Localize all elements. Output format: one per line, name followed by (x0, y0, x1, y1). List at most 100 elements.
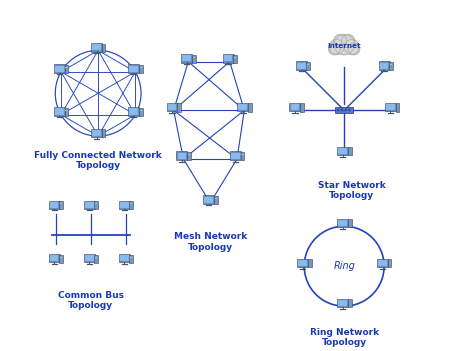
FancyBboxPatch shape (59, 255, 63, 263)
FancyBboxPatch shape (335, 107, 354, 113)
FancyBboxPatch shape (378, 260, 387, 266)
FancyBboxPatch shape (182, 55, 191, 61)
FancyBboxPatch shape (178, 153, 186, 159)
FancyBboxPatch shape (129, 201, 133, 209)
FancyBboxPatch shape (49, 200, 60, 209)
FancyBboxPatch shape (308, 259, 311, 267)
FancyBboxPatch shape (187, 152, 191, 160)
FancyBboxPatch shape (192, 55, 196, 63)
FancyBboxPatch shape (49, 254, 60, 263)
FancyBboxPatch shape (389, 62, 393, 70)
FancyBboxPatch shape (102, 129, 106, 137)
FancyBboxPatch shape (139, 108, 143, 116)
FancyBboxPatch shape (300, 104, 304, 112)
Text: Star Network
Topology: Star Network Topology (318, 181, 385, 200)
Text: Common Bus
Topology: Common Bus Topology (58, 291, 124, 310)
FancyBboxPatch shape (128, 64, 139, 73)
Text: Mesh Network
Topology: Mesh Network Topology (173, 232, 247, 252)
Text: Ring: Ring (333, 261, 355, 271)
FancyBboxPatch shape (50, 256, 58, 261)
FancyBboxPatch shape (129, 108, 138, 114)
FancyBboxPatch shape (84, 254, 95, 263)
FancyBboxPatch shape (177, 104, 181, 112)
FancyBboxPatch shape (50, 202, 58, 207)
FancyBboxPatch shape (234, 57, 236, 58)
FancyBboxPatch shape (241, 154, 244, 155)
FancyBboxPatch shape (94, 255, 98, 263)
FancyBboxPatch shape (337, 219, 348, 227)
FancyBboxPatch shape (139, 65, 143, 73)
Circle shape (328, 43, 340, 55)
FancyBboxPatch shape (65, 108, 68, 116)
Text: Fully Connected Network
Topology: Fully Connected Network Topology (34, 151, 162, 170)
FancyBboxPatch shape (65, 65, 68, 73)
FancyBboxPatch shape (307, 64, 309, 65)
Circle shape (349, 110, 350, 111)
FancyBboxPatch shape (338, 148, 347, 154)
FancyBboxPatch shape (338, 220, 347, 226)
FancyBboxPatch shape (337, 147, 348, 155)
Circle shape (348, 43, 360, 55)
FancyBboxPatch shape (297, 63, 306, 69)
FancyBboxPatch shape (188, 154, 190, 155)
FancyBboxPatch shape (167, 103, 178, 112)
Circle shape (341, 110, 343, 111)
FancyBboxPatch shape (348, 147, 352, 155)
Circle shape (341, 34, 355, 48)
Circle shape (334, 34, 354, 55)
Circle shape (345, 110, 346, 111)
FancyBboxPatch shape (84, 200, 95, 209)
FancyBboxPatch shape (241, 152, 244, 160)
FancyBboxPatch shape (120, 256, 128, 261)
FancyBboxPatch shape (307, 62, 310, 70)
FancyBboxPatch shape (92, 44, 101, 50)
FancyBboxPatch shape (192, 57, 195, 58)
FancyBboxPatch shape (224, 55, 233, 61)
Circle shape (334, 34, 347, 48)
FancyBboxPatch shape (337, 299, 348, 307)
FancyBboxPatch shape (296, 61, 307, 70)
FancyBboxPatch shape (396, 104, 399, 112)
FancyBboxPatch shape (120, 202, 128, 207)
FancyBboxPatch shape (119, 254, 130, 263)
FancyBboxPatch shape (388, 259, 392, 267)
FancyBboxPatch shape (204, 197, 213, 203)
FancyBboxPatch shape (181, 54, 192, 63)
Text: Ring Network
Topology: Ring Network Topology (310, 328, 379, 347)
FancyBboxPatch shape (230, 151, 241, 160)
FancyBboxPatch shape (231, 153, 240, 159)
FancyBboxPatch shape (140, 67, 142, 68)
FancyBboxPatch shape (140, 110, 142, 111)
FancyBboxPatch shape (390, 64, 392, 65)
FancyBboxPatch shape (60, 257, 62, 258)
FancyBboxPatch shape (128, 107, 139, 116)
FancyBboxPatch shape (55, 108, 64, 114)
FancyBboxPatch shape (91, 128, 102, 137)
FancyBboxPatch shape (290, 103, 301, 112)
Circle shape (344, 40, 359, 54)
FancyBboxPatch shape (348, 222, 351, 223)
FancyBboxPatch shape (238, 104, 247, 110)
FancyBboxPatch shape (65, 67, 67, 68)
FancyBboxPatch shape (129, 66, 138, 72)
Circle shape (337, 110, 339, 111)
FancyBboxPatch shape (291, 104, 299, 110)
FancyBboxPatch shape (215, 198, 217, 199)
FancyBboxPatch shape (85, 202, 93, 207)
FancyBboxPatch shape (223, 54, 234, 63)
FancyBboxPatch shape (91, 43, 102, 52)
FancyBboxPatch shape (386, 104, 395, 110)
FancyBboxPatch shape (380, 63, 388, 69)
FancyBboxPatch shape (102, 44, 106, 52)
FancyBboxPatch shape (203, 195, 214, 204)
FancyBboxPatch shape (119, 200, 130, 209)
FancyBboxPatch shape (297, 259, 308, 267)
FancyBboxPatch shape (385, 103, 396, 112)
FancyBboxPatch shape (65, 110, 67, 111)
FancyBboxPatch shape (54, 64, 65, 73)
Text: Internet: Internet (328, 43, 361, 49)
FancyBboxPatch shape (54, 107, 65, 116)
FancyBboxPatch shape (92, 130, 101, 136)
FancyBboxPatch shape (85, 256, 93, 261)
FancyBboxPatch shape (94, 201, 98, 209)
